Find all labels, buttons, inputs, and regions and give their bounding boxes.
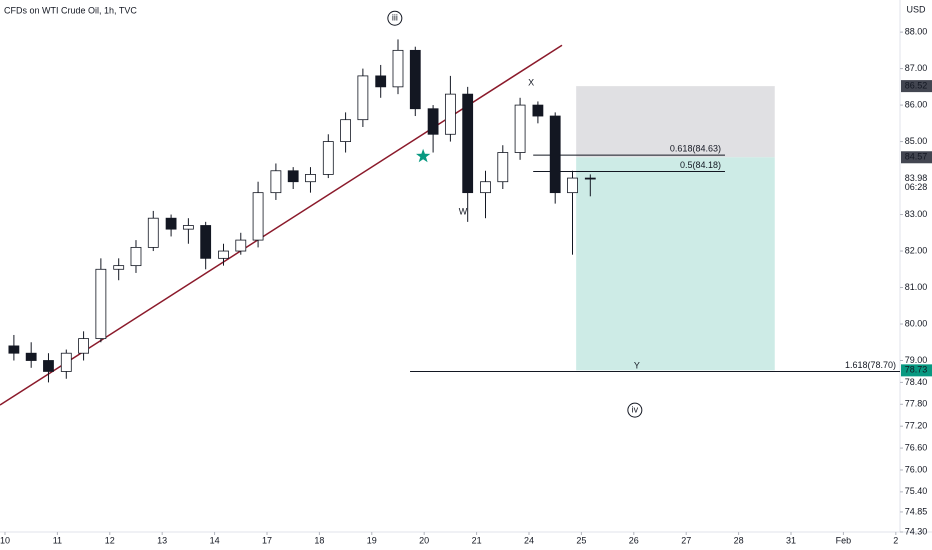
candle-body	[218, 250, 229, 259]
candle-body	[480, 181, 491, 194]
candle-body	[305, 174, 316, 183]
y-tick-label: 77.20	[905, 421, 928, 431]
price-label: 83.98	[905, 173, 928, 183]
y-tick-label: 82.00	[905, 245, 928, 255]
x-tick-label: 18	[314, 535, 324, 545]
y-tick-label: 78.40	[905, 377, 928, 387]
x-tick-label: 12	[105, 535, 115, 545]
y-tick-label: 88.00	[905, 26, 928, 36]
x-tick-label: 31	[786, 535, 796, 545]
candle-body	[427, 108, 439, 135]
wave-label: W	[459, 206, 468, 216]
price-label-box	[901, 80, 932, 93]
candle-body	[165, 217, 177, 230]
y-tick-label: 87.00	[905, 63, 928, 73]
candle-body	[497, 152, 509, 183]
price-label: 86.52	[905, 80, 928, 90]
price-label-box	[901, 172, 932, 195]
countdown: 06:28	[905, 182, 928, 192]
x-tick-label: 28	[734, 535, 744, 545]
y-tick-label: 76.00	[905, 464, 928, 474]
candle-body	[78, 338, 89, 354]
price-label-box	[901, 151, 932, 164]
x-tick-label: 14	[210, 535, 220, 545]
candle-body	[462, 93, 474, 194]
fib-label: 1.618(78.70)	[845, 360, 896, 370]
candle-body	[182, 225, 194, 230]
wave-label: iv	[632, 405, 639, 415]
y-tick-label: 74.85	[905, 506, 928, 516]
x-tick-label: 13	[157, 535, 167, 545]
candle-body	[147, 217, 159, 248]
y-tick-label: 74.30	[905, 526, 928, 536]
y-tick-label: 86.00	[905, 99, 928, 109]
x-tick-label: 2	[893, 535, 898, 545]
candle-body	[113, 265, 125, 270]
wave-label: iii	[392, 13, 398, 23]
x-tick-label: 26	[629, 535, 639, 545]
candle-body	[25, 352, 37, 361]
wave-label: Y	[634, 360, 640, 370]
y-tick-label: 85.00	[905, 136, 928, 146]
wave-circle	[387, 10, 403, 26]
stop-zone	[576, 86, 775, 158]
y-tick-label: 77.80	[905, 399, 928, 409]
target-zone	[576, 157, 775, 371]
candle-body	[444, 93, 456, 135]
x-tick-label: 27	[681, 535, 691, 545]
candle-body	[340, 119, 351, 142]
x-tick-label: 17	[262, 535, 272, 545]
wave-circle	[627, 402, 643, 418]
x-tick-label: 24	[524, 535, 534, 545]
x-tick-label: 11	[53, 535, 62, 545]
candle-body	[270, 170, 282, 194]
price-label: 78.73	[905, 365, 928, 375]
candle-body	[375, 75, 387, 88]
star-marker	[416, 148, 431, 163]
candle-body	[235, 239, 247, 252]
y-tick-label: 79.00	[905, 355, 928, 365]
chart-title: CFDs on WTI Crude Oil, 1h, TVC	[4, 5, 137, 15]
candle-body	[130, 246, 142, 267]
candle-body	[200, 225, 212, 259]
candle-body	[60, 352, 72, 372]
price-label: 84.57	[905, 152, 928, 162]
x-tick-label: 19	[367, 535, 377, 545]
candle-body	[43, 360, 54, 372]
x-tick-label: 21	[472, 535, 482, 545]
candle-body	[584, 177, 596, 180]
x-tick-label: Feb	[836, 535, 852, 545]
y-tick-label: 80.00	[905, 318, 928, 328]
candle-body	[357, 75, 369, 121]
x-tick-label: 10	[0, 535, 10, 545]
candle-body	[409, 49, 421, 110]
candle-body	[567, 177, 578, 194]
fib-label: 0.5(84.18)	[680, 160, 721, 170]
candle-body	[322, 141, 334, 175]
candle-body	[532, 104, 544, 117]
candle-body	[252, 192, 264, 241]
y-tick-label: 75.40	[905, 486, 928, 496]
y-tick-label: 81.00	[905, 282, 928, 292]
candle-body	[95, 268, 107, 340]
y-tick-label: 83.00	[905, 209, 928, 219]
wave-label: X	[528, 78, 534, 88]
y-tick-label: 76.60	[905, 442, 928, 452]
candle-body	[8, 345, 20, 354]
x-tick-label: 20	[419, 535, 429, 545]
candle-body	[549, 115, 561, 194]
candle-body	[514, 104, 526, 153]
price-label-box	[901, 364, 932, 377]
candle-body	[287, 170, 299, 183]
fib-label: 0.618(84.63)	[670, 143, 721, 153]
currency[interactable]: USD	[906, 4, 926, 14]
candle-body	[392, 49, 404, 88]
x-tick-label: 25	[576, 535, 586, 545]
